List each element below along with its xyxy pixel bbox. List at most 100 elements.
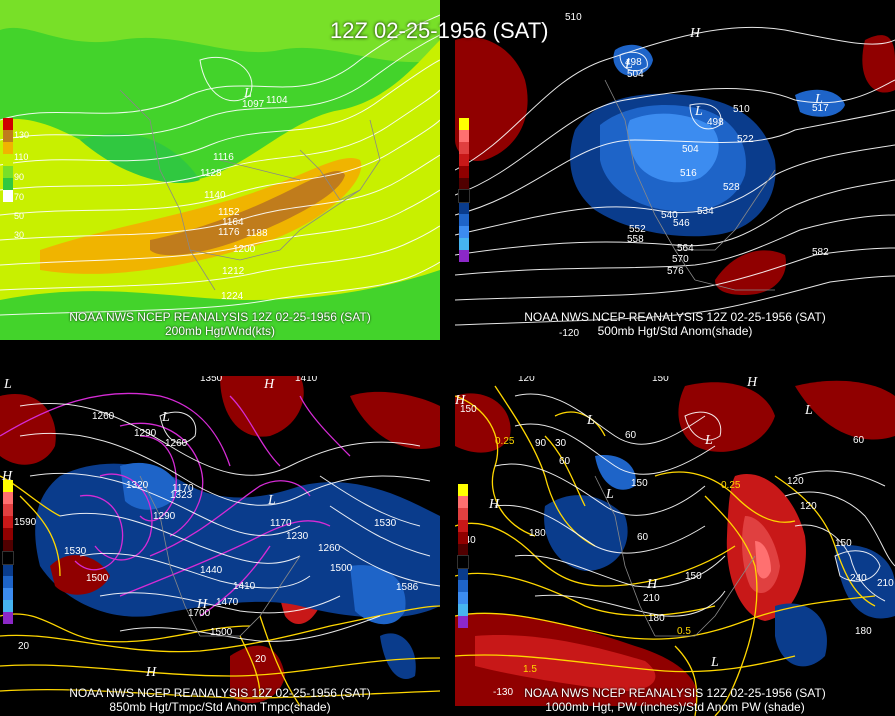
svg-text:1590: 1590 [14, 517, 37, 528]
svg-text:L: L [814, 92, 823, 107]
svg-text:0.25: 0.25 [721, 480, 741, 491]
svg-text:120: 120 [787, 476, 804, 487]
svg-text:1500: 1500 [330, 563, 353, 574]
svg-text:60: 60 [853, 435, 865, 446]
center-value: 1170 [172, 483, 194, 494]
axis-label: -120 [559, 328, 579, 339]
svg-text:1290: 1290 [134, 428, 157, 439]
svg-text:1212: 1212 [222, 266, 245, 277]
main-title: 12Z 02-25-1956 (SAT) [330, 18, 549, 43]
svg-text:1290: 1290 [153, 511, 176, 522]
svg-text:1350: 1350 [200, 376, 223, 384]
svg-text:1224: 1224 [221, 291, 244, 302]
svg-text:H: H [488, 497, 500, 512]
svg-text:1440: 1440 [200, 565, 223, 576]
svg-text:150: 150 [835, 538, 852, 549]
panel-500mb: H L L L 517 510 498 504 510 498 504 522 … [455, 0, 895, 340]
svg-text:H: H [746, 376, 758, 390]
svg-text:1.5: 1.5 [523, 664, 537, 675]
svg-text:30: 30 [555, 438, 567, 449]
svg-text:576: 576 [667, 266, 684, 277]
svg-text:L: L [704, 433, 713, 448]
legend-850mb [2, 480, 14, 624]
svg-text:510: 510 [733, 104, 750, 115]
svg-text:1700: 1700 [188, 608, 211, 619]
svg-text:1323: 1323 [170, 490, 193, 501]
svg-text:H: H [196, 597, 208, 612]
svg-text:180: 180 [529, 528, 546, 539]
svg-text:120: 120 [800, 501, 817, 512]
svg-text:1140: 1140 [204, 190, 226, 201]
svg-text:1260: 1260 [165, 438, 188, 449]
svg-text:L: L [694, 104, 703, 119]
legend-label: 70 [14, 192, 25, 202]
legend-label: 110 [14, 152, 29, 162]
svg-text:564: 564 [677, 243, 694, 254]
svg-text:H: H [145, 665, 157, 680]
svg-text:1586: 1586 [396, 582, 419, 593]
svg-text:1500: 1500 [86, 573, 109, 584]
legend-label: 30 [14, 230, 25, 240]
svg-text:150: 150 [652, 376, 669, 384]
svg-text:1176: 1176 [218, 227, 240, 238]
svg-text:1097: 1097 [242, 99, 265, 110]
svg-text:552: 552 [629, 224, 646, 235]
panel-caption: NOAA NWS NCEP REANALYSIS 12Z 02-25-1956 … [524, 686, 826, 700]
svg-text:90: 90 [535, 438, 547, 449]
svg-text:H: H [455, 393, 466, 408]
svg-text:504: 504 [682, 144, 699, 155]
svg-text:180: 180 [855, 626, 872, 637]
panel-subcaption: 500mb Hgt/Std Anom(shade) [597, 324, 753, 338]
svg-text:570: 570 [672, 254, 689, 265]
svg-text:1260: 1260 [318, 543, 341, 554]
svg-text:210: 210 [877, 578, 894, 589]
svg-text:534: 534 [697, 206, 714, 217]
svg-text:0.25: 0.25 [495, 436, 515, 447]
svg-text:20: 20 [255, 654, 267, 665]
legend-label: 90 [14, 172, 25, 182]
svg-text:1104: 1104 [266, 95, 288, 106]
map-1000mb: H L H L L H H L L 120 150 150 90 30 60 6… [455, 376, 895, 716]
svg-text:1500: 1500 [210, 627, 233, 638]
svg-text:L: L [710, 655, 719, 670]
svg-text:120: 120 [518, 376, 535, 384]
svg-text:1530: 1530 [374, 518, 397, 529]
svg-text:1116: 1116 [213, 152, 234, 163]
svg-text:L: L [267, 493, 276, 508]
svg-text:1260: 1260 [92, 411, 115, 422]
svg-text:20: 20 [18, 641, 30, 652]
svg-text:1470: 1470 [216, 597, 239, 608]
axis-label: -130 [493, 687, 513, 698]
svg-text:540: 540 [661, 210, 678, 221]
center-value: 517 [812, 103, 829, 114]
map-850mb: L H L H L H H 1170 1323 1586 1700 1350 1… [0, 376, 440, 707]
svg-text:1170: 1170 [270, 518, 292, 529]
svg-text:498: 498 [625, 57, 642, 68]
svg-text:1530: 1530 [64, 546, 87, 557]
svg-text:582: 582 [812, 247, 829, 258]
panel-caption: NOAA NWS NCEP REANALYSIS 12Z 02-25-1956 … [69, 310, 371, 324]
svg-text:546: 546 [673, 218, 690, 229]
svg-text:1164: 1164 [222, 217, 244, 228]
legend-label: 50 [14, 211, 25, 221]
legend-1000mb [457, 484, 469, 628]
svg-text:1320: 1320 [126, 480, 149, 491]
svg-text:516: 516 [680, 168, 697, 179]
svg-text:528: 528 [723, 182, 740, 193]
svg-text:L: L [161, 410, 170, 425]
panel-subcaption: 850mb Hgt/Tmpc/Std Anom Tmpc(shade) [109, 700, 331, 714]
svg-text:60: 60 [637, 532, 649, 543]
svg-text:1188: 1188 [246, 228, 268, 239]
svg-text:1410: 1410 [233, 581, 256, 592]
svg-text:L: L [605, 487, 614, 502]
panel-subcaption: 200mb Hgt/Wnd(kts) [164, 324, 276, 338]
svg-text:60: 60 [559, 456, 571, 467]
panel-caption: NOAA NWS NCEP REANALYSIS 12Z 02-25-1956 … [69, 686, 371, 700]
svg-text:H: H [689, 26, 701, 41]
svg-text:L: L [624, 57, 633, 72]
legend-500mb [458, 118, 470, 262]
panel-caption: NOAA NWS NCEP REANALYSIS 12Z 02-25-1956 … [524, 310, 826, 324]
svg-text:L: L [586, 413, 595, 428]
svg-text:H: H [646, 577, 658, 592]
svg-text:210: 210 [643, 593, 660, 604]
